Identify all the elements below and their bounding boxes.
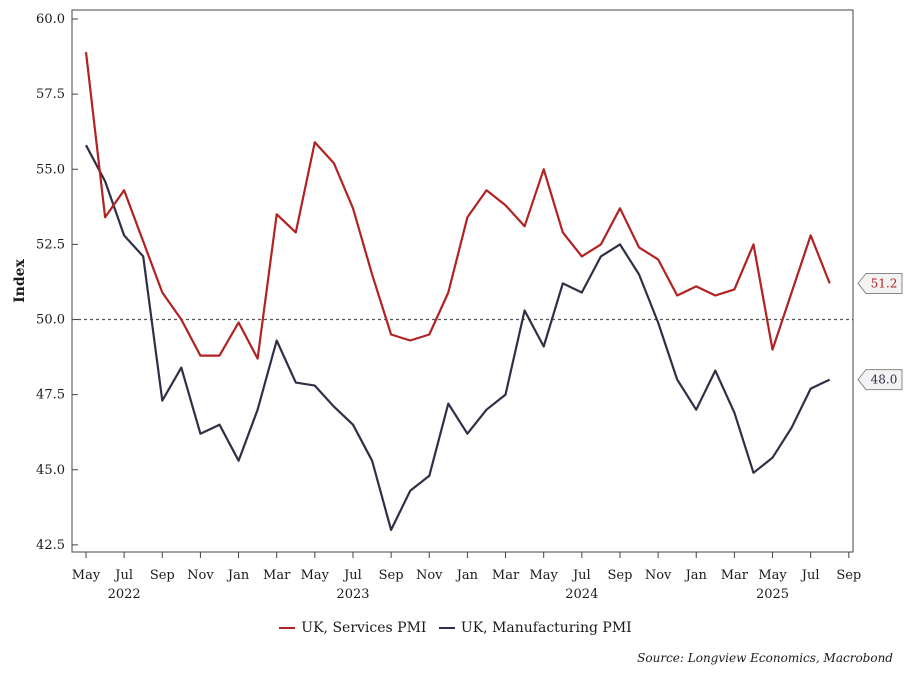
- x-tick-label: Sep: [607, 568, 632, 583]
- x-tick-label: Jan: [455, 568, 479, 583]
- y-tick-label: 45.0: [36, 463, 65, 478]
- year-label: 2025: [756, 587, 789, 602]
- y-tick-label: 57.5: [36, 87, 65, 102]
- pmi-line-chart: 42.5 45.0 47.5 50.0 52.5 55.0 57.5 60.0 May Jul S…: [12, 9, 903, 602]
- x-tick-label: Mar: [263, 568, 291, 583]
- y-tick-label: 47.5: [36, 388, 65, 403]
- y-tick-label: 60.0: [36, 12, 65, 27]
- x-tick-label: May: [301, 568, 330, 583]
- year-label: 2024: [565, 587, 598, 602]
- legend-swatch-services: [279, 627, 296, 629]
- y-tick-label: 42.5: [36, 538, 65, 553]
- end-label-box: [857, 272, 903, 294]
- x-tick-label: Mar: [492, 568, 520, 583]
- source-note: Source: Longview Economics, Macrobond: [637, 651, 893, 665]
- legend-label-manufacturing: UK, Manufacturing PMI: [460, 620, 632, 636]
- x-tick-label: Mar: [721, 568, 749, 583]
- plot-frame: [71, 9, 854, 553]
- x-tick-label: Jul: [113, 568, 133, 583]
- x-tick-label: Jul: [342, 568, 362, 583]
- x-tick-label: Sep: [836, 568, 861, 583]
- year-label: 2023: [336, 587, 369, 602]
- x-axis: May Jul Sep Nov Jan Mar May Jul Sep Nov Jan Mar May J…: [72, 552, 861, 602]
- manufacturing-pmi-line: [85, 144, 831, 531]
- legend-label-services: UK, Services PMI: [301, 620, 427, 636]
- end-label-value: 51.2: [871, 276, 898, 290]
- legend-item-manufacturing: UK, Manufacturing PMI: [438, 620, 632, 636]
- y-tick-label: 55.0: [36, 162, 65, 177]
- end-label-value: 48.0: [871, 373, 898, 387]
- x-tick-label: Nov: [645, 568, 672, 583]
- x-tick-label: Jul: [800, 568, 820, 583]
- y-axis-title: Index: [12, 258, 28, 302]
- legend-swatch-manufacturing: [438, 627, 455, 629]
- end-label-box: [857, 369, 903, 391]
- legend: UK, Services PMI UK, Manufacturing PMI: [0, 617, 911, 636]
- x-tick-label: May: [72, 568, 101, 583]
- y-axis: 42.5 45.0 47.5 50.0 52.5 55.0 57.5 60.0: [36, 12, 78, 553]
- services-pmi-line: [84, 51, 831, 360]
- y-tick-label: 50.0: [36, 313, 65, 328]
- x-tick-label: Sep: [379, 568, 404, 583]
- x-tick-label: Jul: [571, 568, 591, 583]
- x-tick-label: Jan: [226, 568, 250, 583]
- x-tick-label: May: [529, 568, 558, 583]
- end-value-labels: 51.2 48.0: [857, 272, 903, 391]
- x-tick-label: Nov: [416, 568, 443, 583]
- year-label: 2022: [108, 587, 141, 602]
- x-tick-label: Sep: [150, 568, 175, 583]
- y-tick-label: 52.5: [36, 237, 65, 252]
- x-tick-label: Jan: [684, 568, 708, 583]
- x-tick-label: Nov: [187, 568, 214, 583]
- legend-item-services: UK, Services PMI: [279, 620, 426, 636]
- x-tick-label: May: [758, 568, 787, 583]
